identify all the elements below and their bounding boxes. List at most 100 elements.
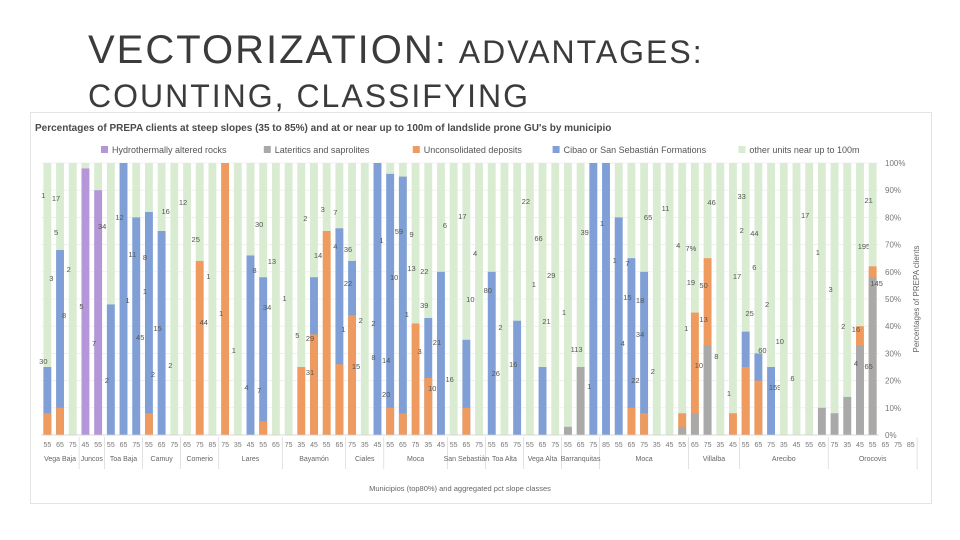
x-tick-label: 65 bbox=[539, 442, 547, 449]
bar-other-units bbox=[805, 163, 814, 435]
bar-other-units bbox=[411, 163, 420, 435]
x-tick-label: 55 bbox=[488, 442, 496, 449]
bar-hydrothermal bbox=[94, 190, 103, 435]
bar-other-units bbox=[856, 163, 864, 435]
data-label: 8 bbox=[714, 352, 718, 361]
bar-other-units bbox=[690, 163, 699, 435]
data-label: 46 bbox=[707, 198, 715, 207]
x-tick-label: 45 bbox=[374, 442, 382, 449]
x-axis-label: Municipios (top80%) and aggregated pct s… bbox=[369, 484, 551, 493]
data-label: 10 bbox=[428, 384, 436, 393]
data-label: 5 bbox=[79, 302, 83, 311]
bar-cibao bbox=[627, 258, 636, 435]
data-label: 2 bbox=[371, 319, 375, 328]
data-label: 66 bbox=[534, 234, 542, 243]
x-tick-label: 75 bbox=[285, 442, 293, 449]
bar-other-units bbox=[284, 163, 293, 435]
bar-cibao bbox=[513, 320, 522, 435]
data-label: 16 bbox=[161, 207, 169, 216]
data-label: 4 bbox=[244, 383, 248, 392]
bar-cibao bbox=[602, 163, 610, 435]
x-tick-label: 55 bbox=[386, 442, 394, 449]
data-label: 1 bbox=[587, 382, 591, 391]
bar-unconsolidated bbox=[221, 163, 230, 435]
group-label: San Sebastián bbox=[444, 456, 490, 463]
x-tick-label: 55 bbox=[145, 442, 153, 449]
bar-other-units bbox=[665, 163, 674, 435]
data-label: 26 bbox=[492, 369, 500, 378]
x-tick-label: 45 bbox=[437, 442, 445, 449]
data-label: 1 bbox=[232, 346, 236, 355]
bar-unconsolidated bbox=[144, 413, 153, 435]
bar-other-units bbox=[729, 163, 737, 435]
bar-cibao bbox=[487, 271, 496, 435]
data-label: 1 bbox=[219, 309, 223, 318]
x-tick-label: 45 bbox=[666, 442, 674, 449]
data-label: 1 bbox=[816, 248, 820, 257]
bar-unconsolidated bbox=[640, 413, 649, 435]
data-label: 1 bbox=[206, 272, 210, 281]
x-tick-label: 75 bbox=[170, 442, 178, 449]
group-label: Toa Alta bbox=[492, 456, 517, 463]
data-label: 2 bbox=[67, 265, 71, 274]
data-label: 2 bbox=[765, 300, 769, 309]
data-label: 4 bbox=[333, 242, 337, 251]
chart-title: Percentages of PREPA clients at steep sl… bbox=[35, 123, 611, 134]
group-label: Juncos bbox=[81, 456, 104, 463]
y-tick-label: 10% bbox=[885, 404, 901, 413]
data-label: 1 bbox=[379, 236, 383, 245]
bar-unconsolidated bbox=[297, 367, 306, 435]
y-tick-label: 30% bbox=[885, 349, 901, 358]
bar-other-units bbox=[43, 163, 52, 435]
data-label: 30 bbox=[255, 220, 263, 229]
bar-unconsolidated bbox=[310, 334, 318, 435]
group-label: Bayamón bbox=[299, 456, 329, 463]
bar-unconsolidated bbox=[729, 413, 737, 435]
bar-cibao bbox=[398, 176, 407, 435]
bar-cibao bbox=[614, 217, 623, 435]
data-label: 17 bbox=[52, 194, 60, 203]
bar-hydrothermal bbox=[81, 168, 90, 435]
bar-cibao bbox=[373, 163, 382, 435]
bar-unconsolidated bbox=[348, 315, 357, 435]
x-tick-label: 65 bbox=[462, 442, 470, 449]
bar-cibao bbox=[335, 228, 344, 435]
legend-label: other units near up to 100m bbox=[749, 145, 859, 155]
legend-swatch bbox=[101, 146, 108, 153]
data-label: 44 bbox=[200, 318, 208, 327]
stacked-bar-chart: Percentages of PREPA clients at steep sl… bbox=[35, 123, 921, 493]
bar-other-units bbox=[767, 163, 776, 435]
bar-other-units bbox=[208, 163, 217, 435]
data-label: 19 bbox=[687, 278, 695, 287]
legend-label: Hydrothermally altered rocks bbox=[112, 145, 227, 155]
x-tick-label: 85 bbox=[907, 442, 915, 449]
data-label: 1 bbox=[341, 325, 345, 334]
x-tick-label: 55 bbox=[805, 442, 813, 449]
data-label: 29 bbox=[547, 271, 555, 280]
bar-cibao bbox=[538, 367, 547, 435]
bar-unconsolidated bbox=[462, 407, 471, 435]
data-label: 2 bbox=[151, 370, 155, 379]
bar-other-units bbox=[830, 163, 839, 435]
bar-unconsolidated bbox=[754, 380, 763, 435]
x-tick-label: 55 bbox=[259, 442, 267, 449]
x-tick-label: 45 bbox=[310, 442, 318, 449]
bar-other-units bbox=[170, 163, 179, 435]
y-tick-label: 0% bbox=[885, 431, 897, 440]
group-label: Arecibo bbox=[772, 456, 796, 463]
bar-other-units bbox=[843, 163, 852, 435]
x-tick-label: 65 bbox=[754, 442, 762, 449]
x-tick-label: 75 bbox=[348, 442, 356, 449]
data-label: 13 bbox=[699, 315, 707, 324]
bar-lateritics bbox=[678, 426, 687, 435]
group-label: Camuy bbox=[151, 456, 174, 463]
x-tick-label: 45 bbox=[729, 442, 737, 449]
bar-unconsolidated bbox=[690, 312, 699, 435]
bar-unconsolidated bbox=[411, 323, 420, 435]
data-label: 2 bbox=[168, 361, 172, 370]
data-label: 7 bbox=[625, 259, 629, 268]
x-tick-label: 75 bbox=[704, 442, 712, 449]
data-label: 3 bbox=[321, 205, 325, 214]
bar-other-units bbox=[424, 163, 433, 435]
legend-swatch bbox=[552, 146, 560, 153]
